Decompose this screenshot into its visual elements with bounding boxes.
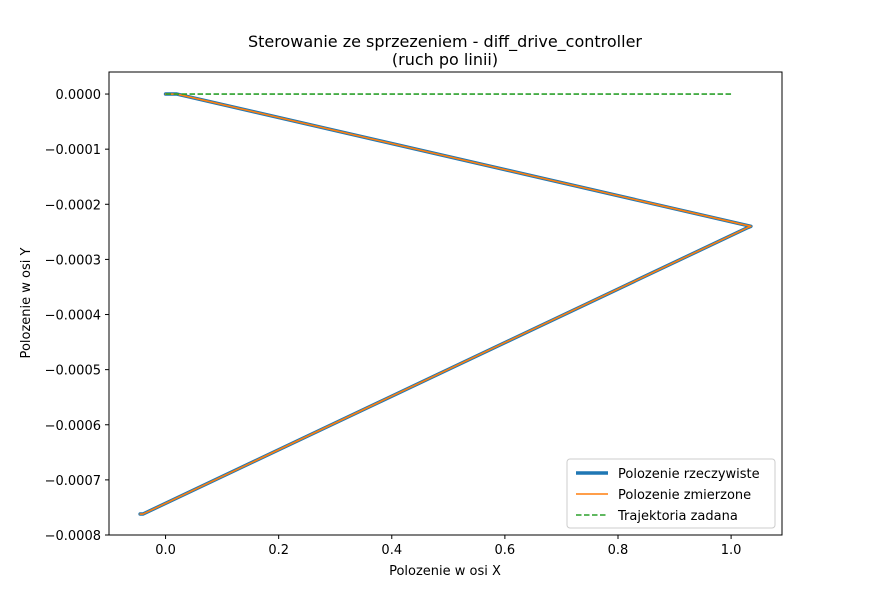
x-tick-label: 1.0 (721, 543, 742, 558)
legend-label-3: Trajektoria zadana (617, 509, 738, 524)
y-tick-label: −0.0003 (45, 253, 101, 268)
x-tick-label: 0.8 (608, 543, 629, 558)
y-axis-label: Polozenie w osi Y (19, 248, 34, 359)
x-tick-label: 0.2 (268, 543, 289, 558)
y-tick-label: −0.0001 (45, 143, 101, 158)
plot-area (138, 92, 753, 516)
chart-subtitle: (ruch po linii) (392, 50, 498, 69)
y-tick-label: −0.0008 (45, 529, 101, 544)
y-tick-label: 0.0000 (56, 88, 102, 103)
y-tick-label: −0.0002 (45, 198, 101, 213)
x-tick-label: 0.0 (155, 543, 176, 558)
x-axis-label: Polozenie w osi X (389, 564, 501, 579)
y-tick-label: −0.0005 (45, 364, 101, 379)
legend-label-1: Polozenie rzeczywiste (618, 467, 760, 482)
legend-label-2: Polozenie zmierzone (618, 488, 751, 503)
x-tick-label: 0.6 (495, 543, 516, 558)
y-tick-label: −0.0007 (45, 474, 101, 489)
plot-frame (108, 71, 783, 536)
y-axis: 0.0000 −0.0001 −0.0002 −0.0003 −0.0004 −0.000… (45, 88, 109, 544)
x-axis: 0.0 0.2 0.4 0.6 0.8 1.0 (155, 535, 741, 558)
chart-title: Sterowanie ze sprzezeniem - diff_drive_c… (248, 32, 642, 52)
y-tick-label: −0.0004 (45, 309, 101, 324)
x-tick-label: 0.4 (381, 543, 402, 558)
legend: Polozenie rzeczywiste Polozenie zmierzone… (566, 458, 776, 529)
y-tick-label: −0.0006 (45, 419, 101, 434)
legend-box (566, 458, 776, 529)
